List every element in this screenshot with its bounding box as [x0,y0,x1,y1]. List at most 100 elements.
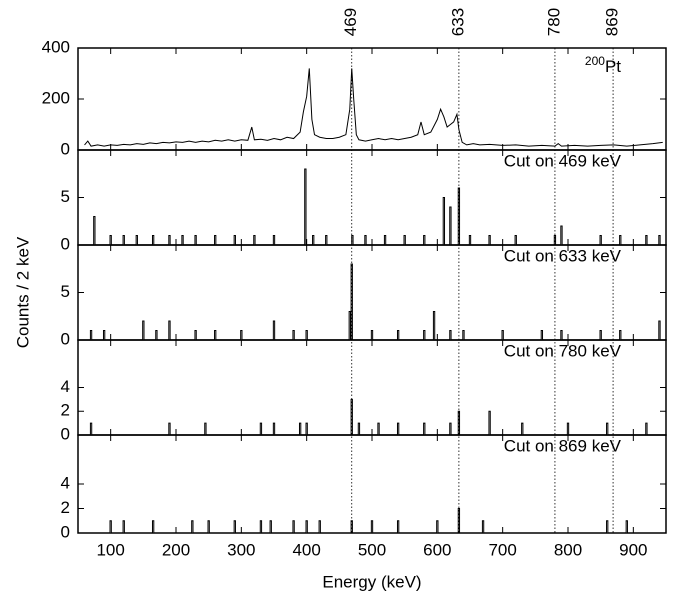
y-tick-label: 400 [42,37,70,56]
bar [560,330,563,341]
bar [259,520,263,534]
x-tick-label: 600 [423,540,451,559]
bar [292,520,295,534]
bar [135,235,138,246]
bar [449,330,452,341]
bar [566,422,570,436]
bar [396,330,400,341]
bar [168,235,171,246]
bar [318,520,321,534]
bar [272,320,276,341]
bar [194,330,197,341]
bar [432,311,436,341]
x-tick-label: 300 [227,540,255,559]
bar [553,235,557,246]
bar [89,330,93,341]
bar [89,422,93,436]
bar [181,235,184,246]
bar [403,235,406,246]
bar [109,235,112,246]
bar [155,330,158,341]
bar [204,422,207,436]
y-tick-label: 0 [61,139,70,158]
bar [436,520,439,534]
bar [396,520,400,534]
bar [272,422,276,436]
label-superscript: 200 [585,54,605,68]
bar [109,520,112,534]
panel-label: Cut on 633 keV [504,246,622,265]
bar [93,216,96,246]
bar [606,422,609,436]
bar [357,422,361,436]
bar [488,235,491,246]
y-tick-label: 5 [61,282,70,301]
bar [142,320,145,341]
bar [207,520,210,534]
x-tick-label: 400 [292,540,320,559]
bar [383,235,387,246]
bar [423,330,426,341]
bar [423,422,426,436]
x-tick-label: 100 [96,540,124,559]
panel-label: Cut on 469 keV [504,151,622,170]
y-tick-label: 4 [61,473,70,492]
bar [269,520,272,534]
y-tick-label: 0 [61,329,70,348]
bar [540,330,544,341]
reference-label: 780 [544,8,563,36]
bar [214,330,217,341]
reference-label: 869 [603,8,622,36]
bar [619,235,622,246]
bar [442,197,446,246]
bar [606,520,609,534]
bar [272,235,276,246]
bar [240,330,243,341]
bar [396,422,400,436]
bar [233,235,236,246]
bar [658,320,661,341]
bar [619,330,622,341]
y-tick-label: 200 [42,88,70,107]
bar [370,520,374,534]
bar [488,410,491,436]
bar [645,235,648,246]
bar [521,422,524,436]
bar [423,235,426,246]
bar [312,235,315,246]
bar [468,235,472,246]
bar [449,206,452,246]
x-tick-label: 700 [488,540,516,559]
bar [481,520,485,534]
reference-label: 469 [341,8,360,36]
bar [151,235,155,246]
y-tick-label: 2 [61,498,70,517]
reference-label: 633 [448,8,467,36]
bar [102,330,106,341]
x-axis-label: Energy (keV) [322,572,421,591]
x-tick-label: 800 [554,540,582,559]
bar [325,235,328,246]
y-tick-label: 0 [61,522,70,541]
y-tick-label: 4 [61,377,70,396]
bar [305,520,308,534]
bar [151,520,155,534]
bar [501,330,504,341]
bar [370,330,374,341]
bar [214,235,217,246]
bar [233,520,236,534]
spectrum [84,68,663,147]
bar [449,422,452,436]
bar [645,422,648,436]
bar [599,330,602,341]
bar [253,235,256,246]
bar [191,520,194,534]
panel-label: Cut on 780 keV [504,341,622,360]
bar [259,422,263,436]
bar [348,311,351,341]
bar [351,235,354,246]
y-tick-label: 0 [61,424,70,443]
bar [599,235,602,246]
panel-label: Cut on 869 keV [504,436,622,455]
